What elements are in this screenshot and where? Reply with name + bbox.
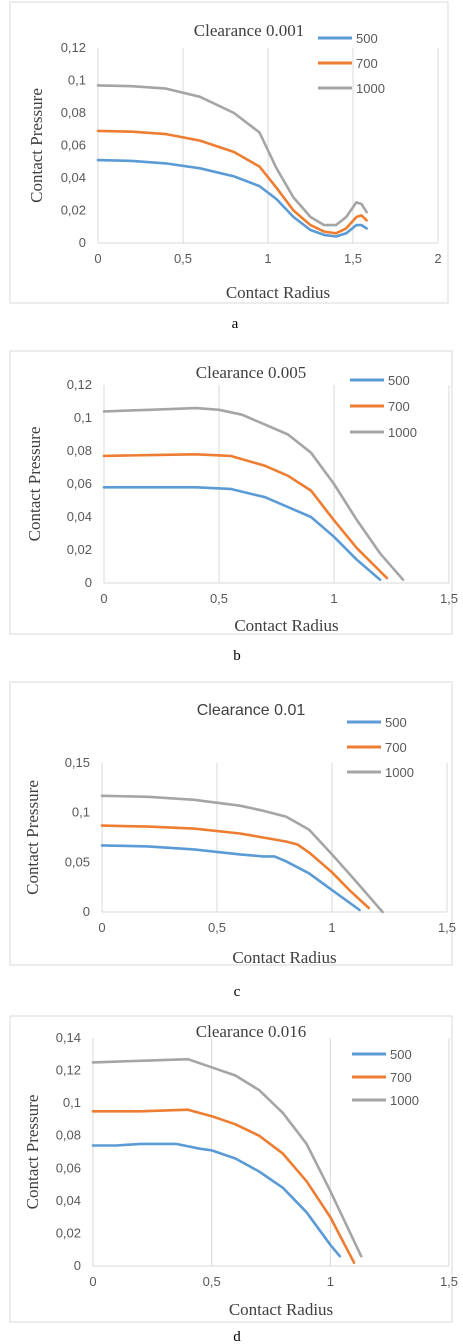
chart-d-legend-label-700: 700 bbox=[390, 1070, 412, 1085]
chart-c-series-500-line bbox=[100, 844, 361, 912]
chart-c-caption: c bbox=[234, 984, 241, 1000]
chart-c-legend-label-1000: 1000 bbox=[385, 765, 414, 780]
chart-b-ytick-label: 0,12 bbox=[67, 377, 92, 392]
chart-b-ytick-label: 0,08 bbox=[67, 443, 92, 458]
chart-b-ytick-label: 0 bbox=[85, 575, 92, 590]
chart-a-ytick-label: 0,12 bbox=[61, 40, 86, 55]
chart-a-xtick-label: 1,5 bbox=[344, 251, 362, 266]
chart-c-xtick-label: 1 bbox=[328, 920, 335, 935]
chart-a-caption: a bbox=[232, 316, 239, 332]
chart-a-ytick-label: 0,04 bbox=[61, 170, 86, 185]
chart-c-legend-label-500: 500 bbox=[385, 715, 407, 730]
chart-b-svg: 0 0,5 1 1,5 0 0,02 0,04 0,06 0,08 0,1 0,12 Clearanc… bbox=[9, 350, 458, 664]
chart-a-ytick-label: 0,1 bbox=[68, 73, 86, 88]
chart-c-frame bbox=[9, 681, 453, 966]
chart-a-ytick-label: 0,06 bbox=[61, 138, 86, 153]
chart-c-xlabel: Contact Radius bbox=[232, 948, 336, 967]
chart-d-ytick-label: 0,1 bbox=[63, 1095, 81, 1110]
chart-d-ytick-label: 0,14 bbox=[56, 1030, 81, 1045]
chart-a-xtick-label: 1 bbox=[264, 251, 271, 266]
chart-d-xtick-label: 0,5 bbox=[203, 1274, 221, 1289]
chart-a-frame bbox=[9, 1, 449, 304]
chart-d-svg: 0 0,5 1 1,5 0 0,02 0,04 0,06 0,08 0,1 0,12 0,14 Clea… bbox=[9, 1015, 458, 1344]
chart-d-legend-label-1000: 1000 bbox=[390, 1093, 419, 1108]
chart-b-xtick-label: 1 bbox=[330, 591, 337, 606]
chart-a-xtick-label: 0 bbox=[94, 251, 101, 266]
chart-b-xlabel: Contact Radius bbox=[234, 616, 338, 635]
chart-d-ytick-label: 0,04 bbox=[56, 1193, 81, 1208]
chart-a-legend-label-700: 700 bbox=[356, 56, 378, 71]
chart-a-xtick-label: 0,5 bbox=[174, 251, 192, 266]
chart-panel-c: 0 0,5 1 1,5 0 0,05 0,1 0,15 Clearance 0.01 Contac… bbox=[0, 665, 463, 1000]
chart-c-legend-label-700: 700 bbox=[385, 740, 407, 755]
chart-a-legend-label-500: 500 bbox=[356, 31, 378, 46]
chart-d-caption: d bbox=[233, 1329, 241, 1344]
chart-a-ytick-label: 0,02 bbox=[61, 203, 86, 218]
chart-d-series-1000-line bbox=[91, 1057, 363, 1258]
chart-c-ytick-label: 0,1 bbox=[72, 805, 90, 820]
chart-c-xtick-label: 0,5 bbox=[208, 920, 226, 935]
chart-b-series-500-line bbox=[102, 486, 382, 581]
chart-a-title: Clearance 0.001 bbox=[194, 21, 304, 40]
chart-panel-b: 0 0,5 1 1,5 0 0,02 0,04 0,06 0,08 0,1 0,12 Clearanc… bbox=[0, 335, 463, 665]
chart-b-ytick-label: 0,02 bbox=[67, 542, 92, 557]
chart-a-series-500-line bbox=[96, 158, 368, 238]
chart-c-series-700-line bbox=[100, 824, 371, 910]
chart-b-ytick-label: 0,06 bbox=[67, 476, 92, 491]
chart-b-series-700-line bbox=[102, 453, 389, 580]
chart-a-ytick-label: 0 bbox=[79, 235, 86, 250]
chart-a-series-1000-line bbox=[96, 84, 368, 227]
chart-b-frame bbox=[9, 350, 453, 635]
chart-c-xtick-label: 0 bbox=[98, 920, 105, 935]
chart-d-xtick-label: 0 bbox=[89, 1274, 96, 1289]
chart-c-xtick-label: 1,5 bbox=[438, 920, 456, 935]
chart-d-ytick-label: 0,02 bbox=[56, 1225, 81, 1240]
chart-d-xlabel: Contact Radius bbox=[229, 1300, 333, 1319]
chart-c-title: Clearance 0.01 bbox=[197, 702, 306, 719]
chart-d-xtick-label: 1,5 bbox=[440, 1274, 458, 1289]
chart-d-ytick-label: 0,08 bbox=[56, 1128, 81, 1143]
chart-d-series-700-line bbox=[91, 1108, 356, 1264]
chart-panel-a: 0 0,5 1 1,5 2 0 0,02 0,04 0,06 0,08 0,1 0,12 Clearan… bbox=[0, 0, 463, 335]
chart-b-legend-label-700: 700 bbox=[388, 399, 410, 414]
chart-c-ytick-label: 0,15 bbox=[65, 755, 90, 770]
chart-a-legend-label-1000: 1000 bbox=[356, 81, 385, 96]
chart-b-ytick-label: 0,04 bbox=[67, 509, 92, 524]
chart-d-series-500-line bbox=[91, 1142, 342, 1258]
chart-b-xtick-label: 0 bbox=[100, 591, 107, 606]
chart-b-ytick-label: 0,1 bbox=[74, 410, 92, 425]
chart-b-legend-label-500: 500 bbox=[388, 373, 410, 388]
chart-d-frame bbox=[9, 1015, 453, 1323]
chart-b-xtick-label: 0,5 bbox=[210, 591, 228, 606]
chart-c-ytick-label: 0,05 bbox=[65, 854, 90, 869]
chart-b-title: Clearance 0.005 bbox=[196, 363, 306, 382]
chart-d-xtick-label: 1 bbox=[327, 1274, 334, 1289]
chart-c-svg: 0 0,5 1 1,5 0 0,05 0,1 0,15 Clearance 0.01 Contac… bbox=[9, 681, 456, 1000]
chart-d-ytick-label: 0,12 bbox=[56, 1063, 81, 1078]
chart-c-series-1000-line bbox=[100, 794, 384, 914]
chart-b-xtick-label: 1,5 bbox=[440, 591, 458, 606]
chart-panel-d: 0 0,5 1 1,5 0 0,02 0,04 0,06 0,08 0,1 0,12 0,14 Clea… bbox=[0, 1000, 463, 1344]
chart-c-ylabel: Contact Pressure bbox=[23, 780, 42, 895]
chart-d-legend-label-500: 500 bbox=[390, 1047, 412, 1062]
chart-d-title: Clearance 0.016 bbox=[196, 1022, 306, 1041]
chart-a-series-700-line bbox=[96, 129, 368, 235]
chart-d-ylabel: Contact Pressure bbox=[23, 1095, 42, 1210]
chart-b-legend-label-1000: 1000 bbox=[388, 425, 417, 440]
chart-d-ytick-label: 0 bbox=[74, 1258, 81, 1273]
chart-b-series-1000-line bbox=[102, 406, 405, 581]
chart-a-xtick-label: 2 bbox=[434, 251, 441, 266]
chart-a-xlabel: Contact Radius bbox=[226, 283, 330, 302]
chart-a-ytick-label: 0,08 bbox=[61, 105, 86, 120]
chart-b-ylabel: Contact Pressure bbox=[25, 427, 44, 542]
chart-d-ytick-label: 0,06 bbox=[56, 1160, 81, 1175]
chart-b-caption: b bbox=[233, 648, 241, 664]
chart-a-svg: 0 0,5 1 1,5 2 0 0,02 0,04 0,06 0,08 0,1 0,12 Clearan… bbox=[9, 1, 449, 332]
chart-c-ytick-label: 0 bbox=[83, 904, 90, 919]
chart-a-ylabel: Contact Pressure bbox=[27, 88, 46, 203]
